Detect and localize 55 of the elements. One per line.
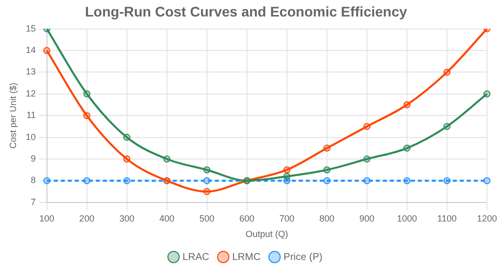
point — [123, 156, 130, 162]
point — [323, 144, 330, 152]
point — [43, 177, 50, 184]
y-tick-label: 13 — [26, 66, 36, 77]
x-tick-label: 600 — [239, 213, 254, 224]
y-tick-label: 9 — [30, 153, 36, 164]
x-tick-label: 200 — [79, 213, 94, 224]
x-axis-title: Output (Q) — [246, 229, 288, 240]
y-tick-label: 14 — [26, 44, 36, 55]
point — [443, 122, 450, 130]
x-tick-label: 1200 — [476, 213, 498, 224]
x-tick-label: 300 — [119, 213, 134, 224]
x-tick-label: 500 — [199, 213, 214, 224]
legend-label: LRMC — [232, 252, 261, 263]
point — [123, 134, 130, 141]
point — [123, 177, 130, 184]
point — [43, 47, 50, 54]
x-tick-label: 400 — [159, 213, 174, 224]
y-tick-label: 8 — [30, 175, 36, 186]
point — [323, 166, 330, 174]
point — [323, 177, 330, 184]
point — [443, 177, 450, 184]
x-tick-label: 900 — [359, 213, 374, 224]
point — [363, 177, 370, 184]
legend-label: Price (P) — [284, 252, 322, 263]
point — [443, 68, 450, 76]
point — [203, 166, 210, 174]
point — [203, 177, 210, 184]
x-tick-label: 1100 — [437, 213, 457, 224]
legend-label: LRAC — [182, 252, 210, 263]
point — [483, 177, 490, 184]
y-tick-label: 15 — [26, 23, 36, 34]
y-tick-label: 10 — [26, 132, 36, 142]
point — [83, 177, 90, 184]
point — [403, 101, 410, 108]
point — [403, 144, 410, 152]
x-tick-label: 100 — [39, 213, 54, 224]
y-tick-label: 12 — [26, 88, 36, 98]
x-tick-label: 800 — [319, 213, 334, 224]
point — [363, 156, 370, 162]
y-axis-title: Cost per Unit ($) — [8, 82, 18, 149]
point — [403, 177, 410, 184]
point — [203, 188, 210, 196]
point — [283, 172, 290, 180]
x-tick-label: 1000 — [396, 213, 417, 224]
point — [83, 90, 90, 98]
y-tick-label: 11 — [26, 110, 36, 120]
y-tick-label: 7 — [30, 196, 36, 207]
x-tick-label: 700 — [279, 213, 294, 224]
point — [363, 122, 370, 130]
point — [83, 112, 90, 120]
point — [483, 90, 490, 98]
point — [163, 156, 170, 162]
chart-title: Long-Run Cost Curves and Economic Efficiency — [84, 3, 408, 20]
point — [283, 166, 290, 174]
